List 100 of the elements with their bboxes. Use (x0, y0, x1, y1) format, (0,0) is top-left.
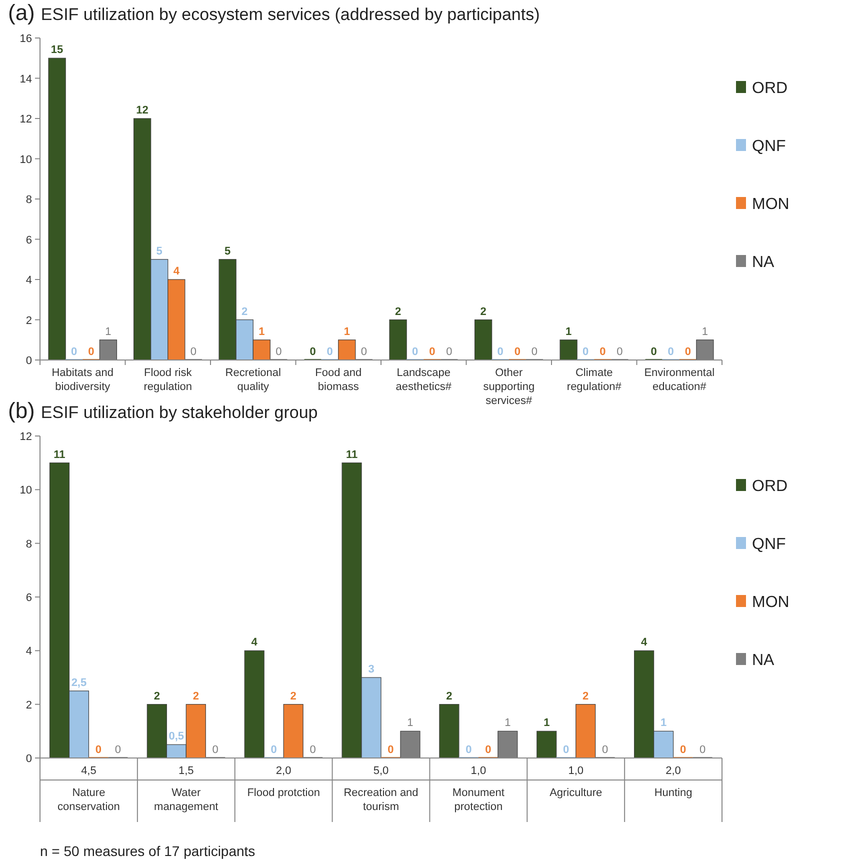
data-label: 0 (88, 346, 94, 358)
data-label: 2,5 (71, 676, 87, 689)
data-label: 0 (446, 346, 452, 358)
x-tick-label: Recreation and tourism (344, 787, 418, 813)
data-label: 0 (582, 346, 589, 358)
y-tick-label: 16 (20, 33, 32, 45)
legend-label: NA (752, 254, 775, 271)
y-tick-label: 4 (26, 646, 32, 658)
data-label: 2 (446, 690, 452, 702)
data-label: 3 (368, 664, 374, 676)
x-tick-label: Environmental education# (644, 367, 715, 393)
data-label: 0 (270, 744, 277, 756)
data-label: 1 (504, 717, 511, 730)
legend-label: NA (752, 652, 775, 669)
data-label: 0 (531, 346, 538, 358)
chart-title: (b) ESIF utilization by stakeholder group (8, 398, 318, 423)
y-tick-label: 0 (26, 753, 32, 765)
text: 2,0 (276, 765, 292, 777)
data-label: 0 (485, 744, 492, 756)
data-label: 0 (563, 744, 570, 756)
data-label: 0 (276, 346, 282, 358)
y-tick-label: 6 (26, 234, 32, 246)
data-label: 0 (684, 346, 691, 358)
x-tick-label: Flood protction (247, 787, 320, 799)
chart-title: (a) ESIF utilization by ecosystem services (addressed by participants) (8, 0, 540, 25)
text: 1,0 (568, 765, 584, 777)
data-label: 0 (360, 346, 368, 358)
data-label: 0 (699, 744, 706, 756)
text: 4,5 (81, 765, 96, 777)
x-tick-label: Recretional quality (225, 367, 281, 393)
y-tick-label: 10 (20, 154, 32, 166)
data-label: 2 (154, 690, 160, 702)
y-tick-label: 8 (26, 194, 32, 206)
data-label: 0 (514, 346, 520, 358)
data-label: 5 (156, 245, 162, 258)
data-label: 5 (224, 245, 231, 258)
data-label: 0 (650, 346, 657, 358)
data-label: 0 (412, 346, 418, 358)
data-label: 1 (660, 717, 667, 730)
data-label: 1 (344, 326, 350, 338)
x-tick-label: Water management (154, 787, 218, 813)
data-label: 2 (242, 306, 248, 318)
text: 5,0 (373, 765, 389, 777)
x-tick-label: Landscape aesthetics# (396, 367, 452, 393)
x-tick-label: Flood risk regulation (144, 367, 192, 393)
data-label: 0 (497, 346, 504, 358)
x-tick-label: Hunting (654, 787, 692, 799)
data-label: 0 (212, 744, 218, 756)
data-label: 11 (346, 448, 358, 461)
data-label: 0 (388, 744, 394, 756)
data-label: 0,5 (168, 730, 184, 743)
legend-label: MON (752, 196, 790, 213)
y-tick-label: 10 (20, 484, 32, 497)
data-label: 0 (310, 744, 316, 756)
data-label: 0 (95, 744, 102, 756)
legend-label: MON (752, 594, 790, 611)
x-tick-label: Nature conservation (58, 787, 120, 813)
x-tick-label: Monument protection (452, 787, 504, 813)
y-tick-label: 12 (20, 431, 32, 443)
data-label: 2 (480, 306, 486, 318)
x-tick-label: Habitats and biodiversity (52, 367, 114, 393)
data-label: 11 (54, 448, 66, 461)
text: 1,0 (470, 765, 486, 777)
data-label: 1 (702, 326, 708, 338)
text: 1,5 (178, 765, 194, 777)
data-label: 0 (114, 744, 122, 756)
y-tick-label: 14 (20, 73, 32, 86)
data-label: 1 (407, 717, 414, 730)
y-tick-label: 6 (26, 592, 32, 604)
legend-label: QNF (752, 536, 786, 553)
x-tick-label: Climate regulation# (566, 367, 622, 393)
y-tick-label: 4 (26, 274, 32, 286)
data-label: 0 (326, 346, 333, 358)
data-label: 4 (173, 266, 180, 278)
text: n = 50 measures of 17 participants (40, 843, 256, 859)
data-label: 0 (190, 346, 197, 358)
data-label: 0 (71, 346, 78, 358)
y-tick-label: 2 (26, 314, 32, 327)
x-tick-label: Agriculture (550, 787, 602, 799)
legend-label: ORD (752, 80, 788, 97)
y-tick-label: 2 (26, 699, 32, 712)
data-label: 0 (680, 744, 686, 756)
data-label: 0 (668, 346, 674, 358)
data-label: 0 (310, 346, 316, 358)
x-tick-label: Other supporting services# (483, 367, 535, 407)
data-label: 0 (602, 744, 608, 756)
text: 2,0 (666, 765, 681, 777)
data-label: 2 (192, 690, 199, 702)
data-label: 4 (251, 636, 258, 649)
data-label: 4 (640, 636, 648, 649)
x-tick-label: Food and biomass (315, 367, 362, 393)
data-label: 2 (394, 306, 402, 318)
data-label: 1 (258, 326, 265, 338)
legend-label: ORD (752, 478, 788, 495)
data-label: 2 (582, 690, 589, 702)
y-tick-label: 12 (20, 114, 32, 126)
data-label: 12 (136, 104, 148, 116)
data-label: 0 (616, 346, 623, 358)
data-label: 1 (105, 326, 112, 338)
y-tick-label: 8 (26, 538, 32, 550)
